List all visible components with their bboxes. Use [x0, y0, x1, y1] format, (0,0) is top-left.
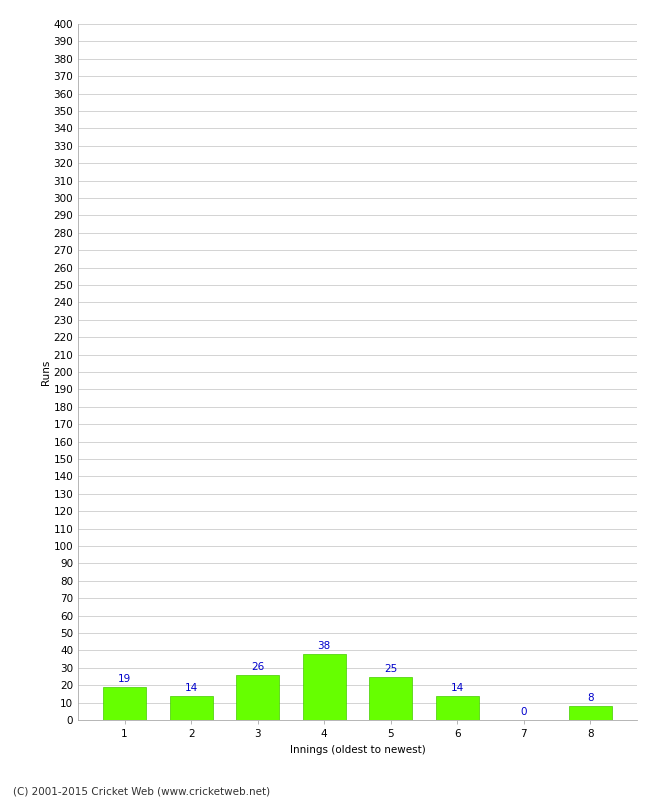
Text: 8: 8 — [587, 694, 593, 703]
Bar — [170, 696, 213, 720]
Text: 19: 19 — [118, 674, 131, 684]
Text: 26: 26 — [251, 662, 265, 672]
Text: 0: 0 — [521, 707, 527, 718]
Bar — [303, 654, 346, 720]
Text: (C) 2001-2015 Cricket Web (www.cricketweb.net): (C) 2001-2015 Cricket Web (www.cricketwe… — [13, 786, 270, 796]
Text: 38: 38 — [318, 642, 331, 651]
Bar — [236, 674, 280, 720]
Y-axis label: Runs: Runs — [40, 359, 51, 385]
X-axis label: Innings (oldest to newest): Innings (oldest to newest) — [290, 745, 425, 754]
Text: 25: 25 — [384, 664, 397, 674]
Bar — [369, 677, 412, 720]
Bar — [103, 687, 146, 720]
Text: 14: 14 — [185, 683, 198, 693]
Bar — [436, 696, 479, 720]
Bar — [569, 706, 612, 720]
Text: 14: 14 — [450, 683, 464, 693]
